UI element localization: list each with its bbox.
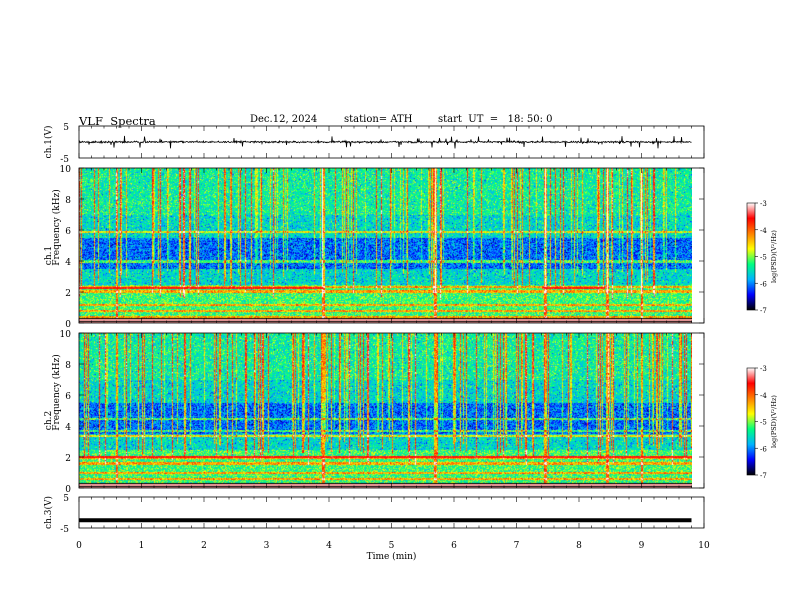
xtick-2: 2 xyxy=(201,541,207,551)
ch2-colorbar-tick--5: -5 xyxy=(760,419,767,427)
s1-ytick-10: 10 xyxy=(60,165,72,175)
xtick-6: 6 xyxy=(451,541,457,551)
ch1-heatmap-image xyxy=(79,168,692,323)
x-axis-label: Time (min) xyxy=(367,551,417,562)
date-label: Dec.12, 2024 xyxy=(250,114,318,125)
ch1-colorbar-label: log(PSD)(V²/Hz) xyxy=(770,230,778,283)
ch2-colorbar-tick--7: -7 xyxy=(760,472,767,480)
s1-ytick-6: 6 xyxy=(65,227,71,237)
ch1-colorbar-tick--6: -6 xyxy=(760,280,767,288)
ch1-colorbar-tick--4: -4 xyxy=(760,227,767,235)
xtick-1: 1 xyxy=(139,541,145,551)
xtick-7: 7 xyxy=(514,541,520,551)
s2-ytick-6: 6 xyxy=(65,392,71,402)
s1-ytick-8: 8 xyxy=(65,196,71,206)
xtick-10: 10 xyxy=(698,541,710,551)
s2-ytick-0: 0 xyxy=(65,485,71,495)
s2-ytick-2: 2 xyxy=(65,454,71,464)
ch2-colorbar-tick--4: -4 xyxy=(760,392,767,400)
station-label: station= ATH xyxy=(344,114,413,125)
figure-title: VLF Spectra xyxy=(79,114,156,128)
xtick-0: 0 xyxy=(76,541,82,551)
s1-channel-label: ch.1 xyxy=(44,246,54,265)
ch2-colorbar-label: log(PSD)(V²/Hz) xyxy=(770,395,778,448)
ch1-trace xyxy=(78,135,692,149)
ch1-colorbar xyxy=(746,202,756,311)
s1-ytick-0: 0 xyxy=(65,320,71,330)
s2-ytick-8: 8 xyxy=(65,361,71,371)
s2-ylabel: Frequency (kHz) xyxy=(51,354,62,431)
ch2-colorbar xyxy=(746,367,756,476)
ch1-colorbar-tick--3: -3 xyxy=(760,200,767,208)
xtick-9: 9 xyxy=(639,541,645,551)
ch2-colorbar-tick--6: -6 xyxy=(760,445,767,453)
start-time-label: start UT = 18: 50: 0 xyxy=(438,114,553,125)
w1-ytick-top: 5 xyxy=(63,123,69,133)
w3-ylabel: ch.3(V) xyxy=(43,496,54,529)
s2-channel-label: ch.2 xyxy=(44,411,54,430)
ch2-heatmap-image xyxy=(79,333,692,488)
ch1-colorbar-tick--7: -7 xyxy=(760,307,767,315)
s1-ytick-2: 2 xyxy=(65,289,71,299)
w3-ytick-bottom: -5 xyxy=(60,525,69,535)
s1-ylabel: Frequency (kHz) xyxy=(51,189,62,266)
w3-ytick-top: 5 xyxy=(63,494,69,504)
ch2-colorbar-tick--3: -3 xyxy=(760,365,767,373)
s2-ytick-10: 10 xyxy=(60,330,72,340)
ch1-colorbar-tick--5: -5 xyxy=(760,254,767,262)
w1-ylabel: ch.1(V) xyxy=(43,126,54,159)
s2-ytick-4: 4 xyxy=(65,423,71,433)
xtick-3: 3 xyxy=(264,541,270,551)
w1-ytick-bottom: -5 xyxy=(60,155,69,165)
xtick-5: 5 xyxy=(389,541,395,551)
xtick-8: 8 xyxy=(576,541,582,551)
s1-ytick-4: 4 xyxy=(65,258,71,268)
xtick-4: 4 xyxy=(326,541,332,551)
